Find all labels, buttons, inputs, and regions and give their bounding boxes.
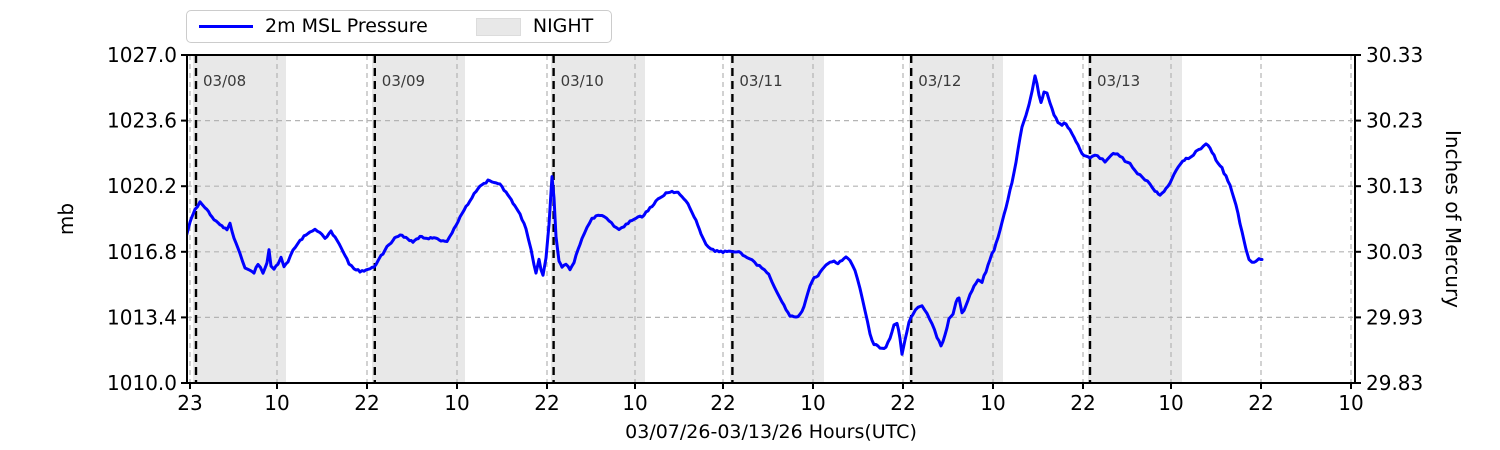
right-tick-label: 30.13	[1366, 174, 1423, 198]
day-label: 03/13	[1097, 72, 1140, 90]
night-band	[909, 55, 1003, 383]
pressure-series-line	[187, 74, 1264, 356]
bottom-tick-label: 23	[177, 391, 202, 415]
left-tick-label: 1023.6	[107, 109, 177, 133]
chart-legend: 2m MSL Pressure NIGHT	[186, 10, 612, 43]
night-band	[1088, 55, 1182, 383]
axis-tick-labels: 1010.0 1013.4 1016.8 1020.2 1023.6 1027.0 29.8…	[54, 43, 1465, 443]
bottom-tick-label: 10	[800, 391, 825, 415]
right-tick-label: 29.83	[1366, 371, 1423, 395]
day-label: 03/09	[382, 72, 425, 90]
day-label: 03/12	[918, 72, 961, 90]
legend-label-pressure: 2m MSL Pressure	[265, 15, 428, 37]
left-tick-label: 1010.0	[107, 371, 177, 395]
bottom-tick-label: 22	[534, 391, 559, 415]
bottom-tick-label: 22	[710, 391, 735, 415]
night-band	[551, 55, 645, 383]
night-band	[372, 55, 465, 383]
bottom-tick-label: 10	[622, 391, 647, 415]
bottom-tick-label: 10	[444, 391, 469, 415]
left-tick-label: 1027.0	[107, 43, 177, 67]
bottom-tick-label: 22	[354, 391, 379, 415]
bottom-tick-label: 10	[264, 391, 289, 415]
bottom-tick-label: 22	[1248, 391, 1273, 415]
night-band	[730, 55, 824, 383]
axis-ticks	[181, 54, 1361, 389]
plot-border	[186, 54, 1356, 384]
night-band	[193, 55, 286, 383]
bottom-tick-label: 22	[890, 391, 915, 415]
right-tick-label: 30.33	[1366, 43, 1423, 67]
legend-item-night: NIGHT	[475, 15, 594, 37]
bottom-tick-label: 10	[1338, 391, 1363, 415]
x-axis-label: 03/07/26-03/13/26 Hours(UTC)	[625, 421, 917, 443]
midnight-lines: 03/08 03/09 03/10 03/11 03/12 03/13	[194, 55, 1140, 383]
left-tick-label: 1013.4	[107, 305, 177, 329]
bottom-tick-label: 10	[980, 391, 1005, 415]
y-axis-label-right: Inches of Mercury	[1441, 130, 1465, 308]
night-patch-swatch	[475, 17, 521, 36]
legend-item-pressure: 2m MSL Pressure	[199, 17, 428, 36]
right-tick-label: 29.93	[1366, 305, 1423, 329]
night-bands	[193, 55, 1182, 383]
day-label: 03/11	[739, 72, 782, 90]
left-tick-label: 1016.8	[107, 240, 177, 264]
pressure-line-swatch	[199, 25, 253, 28]
day-label: 03/10	[561, 72, 604, 90]
right-tick-label: 30.03	[1366, 240, 1423, 264]
bottom-tick-label: 22	[1070, 391, 1095, 415]
y-axis-label-left: mb	[54, 203, 78, 235]
left-tick-label: 1020.2	[107, 174, 177, 198]
right-tick-label: 30.23	[1366, 109, 1423, 133]
bottom-tick-label: 10	[1158, 391, 1183, 415]
day-label: 03/08	[203, 72, 246, 90]
legend-label-night: NIGHT	[532, 15, 594, 37]
